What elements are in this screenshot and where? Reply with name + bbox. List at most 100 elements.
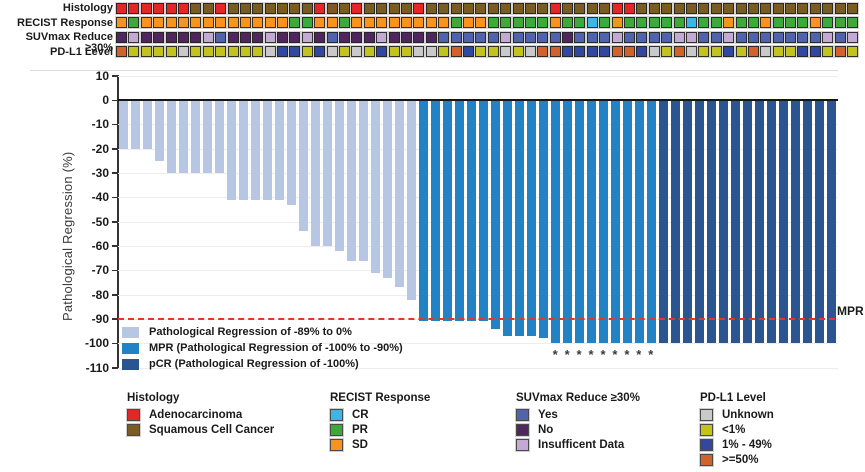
mpr-threshold-line xyxy=(118,318,835,320)
suvmax-square xyxy=(710,31,722,43)
suvmax-square xyxy=(673,31,685,43)
pdl1-square xyxy=(165,46,177,58)
legend-group: Histology Adenocarcinoma Squamous Cell Can… xyxy=(127,392,274,438)
suvmax-square xyxy=(648,31,660,43)
suvmax-square xyxy=(339,31,351,43)
suvmax-square xyxy=(785,31,797,43)
bar-light xyxy=(155,101,165,161)
recist-square xyxy=(425,17,437,29)
suvmax-square xyxy=(685,31,697,43)
pdl1-square xyxy=(351,46,363,58)
suvmax-square xyxy=(314,31,326,43)
bar-mpr xyxy=(443,101,453,322)
suvmax-square xyxy=(165,31,177,43)
suvmax-square xyxy=(524,31,536,43)
zero-baseline xyxy=(118,99,838,101)
pdl1-square xyxy=(648,46,660,58)
suvmax-square xyxy=(425,31,437,43)
histology-square xyxy=(264,3,276,14)
pdl1-square xyxy=(500,46,512,58)
recist-square xyxy=(487,17,499,29)
histology-square xyxy=(116,3,127,14)
legend-swatch xyxy=(330,408,343,421)
recist-square xyxy=(834,17,846,29)
bar-light xyxy=(203,101,213,173)
suvmax-square xyxy=(252,31,264,43)
suvmax-square xyxy=(128,31,140,43)
histology-square xyxy=(438,3,450,14)
legend-item: MPR (Pathological Regression of -100% to… xyxy=(122,342,403,354)
histology-square xyxy=(165,3,177,14)
suvmax-square xyxy=(636,31,648,43)
pdl1-square xyxy=(698,46,710,58)
pdl1-square xyxy=(785,46,797,58)
bar-pcr xyxy=(743,101,753,344)
y-tick-label: -50 xyxy=(91,214,109,229)
pdl1-square xyxy=(227,46,239,58)
histology-square xyxy=(834,3,846,14)
asterisk-marker: * xyxy=(552,347,558,362)
bar-pcr xyxy=(683,101,693,344)
suvmax-square xyxy=(438,31,450,43)
recist-square xyxy=(227,17,239,29)
y-tick xyxy=(112,367,118,369)
histology-square xyxy=(326,3,338,14)
legend-item: Adenocarcinoma xyxy=(127,408,274,421)
histology-square xyxy=(376,3,388,14)
legend-swatch xyxy=(700,438,713,451)
bar-pcr xyxy=(767,101,777,344)
bar-mpr xyxy=(587,101,597,344)
recist-square xyxy=(537,17,549,29)
gridline xyxy=(118,148,838,150)
recist-square xyxy=(524,17,536,29)
bar-light xyxy=(275,101,285,200)
recist-square xyxy=(847,17,859,29)
suvmax-square xyxy=(289,31,301,43)
recist-square xyxy=(388,17,400,29)
recist-square xyxy=(475,17,487,29)
suvmax-square xyxy=(202,31,214,43)
recist-square xyxy=(500,17,512,29)
legend-item: >=50% xyxy=(700,454,774,467)
histology-square xyxy=(202,3,214,14)
pdl1-square xyxy=(723,46,735,58)
histology-square xyxy=(215,3,227,14)
pdl1-square xyxy=(388,46,400,58)
bar-pcr xyxy=(791,101,801,344)
recist-square xyxy=(673,17,685,29)
suvmax-square xyxy=(512,31,524,43)
histology-square xyxy=(388,3,400,14)
y-tick-label: -40 xyxy=(91,190,109,205)
recist-square xyxy=(685,17,697,29)
gridline xyxy=(118,343,838,345)
histology-square xyxy=(400,3,412,14)
legend-item: Squamous Cell Cancer xyxy=(127,423,274,436)
histology-square xyxy=(190,3,202,14)
histology-square xyxy=(475,3,487,14)
recist-square xyxy=(512,17,524,29)
histology-square xyxy=(809,3,821,14)
recist-square xyxy=(450,17,462,29)
legend-swatch xyxy=(330,423,343,436)
recist-square xyxy=(351,17,363,29)
legend-item: 1% - 49% xyxy=(700,438,774,451)
suvmax-square xyxy=(698,31,710,43)
pdl1-square xyxy=(487,46,499,58)
histology-square xyxy=(351,3,363,14)
suvmax-square xyxy=(772,31,784,43)
bar-light xyxy=(119,101,129,149)
recist-square xyxy=(277,17,289,29)
pdl1-square xyxy=(834,46,846,58)
bar-mpr xyxy=(515,101,525,337)
recist-square xyxy=(562,17,574,29)
suvmax-square xyxy=(475,31,487,43)
suvmax-square xyxy=(537,31,549,43)
histology-square xyxy=(562,3,574,14)
recist-square xyxy=(116,17,127,29)
histology-square xyxy=(549,3,561,14)
bar-light xyxy=(383,101,393,278)
histology-square xyxy=(500,3,512,14)
bar-light xyxy=(131,101,141,149)
pdl1-square xyxy=(413,46,425,58)
histology-square xyxy=(822,3,834,14)
